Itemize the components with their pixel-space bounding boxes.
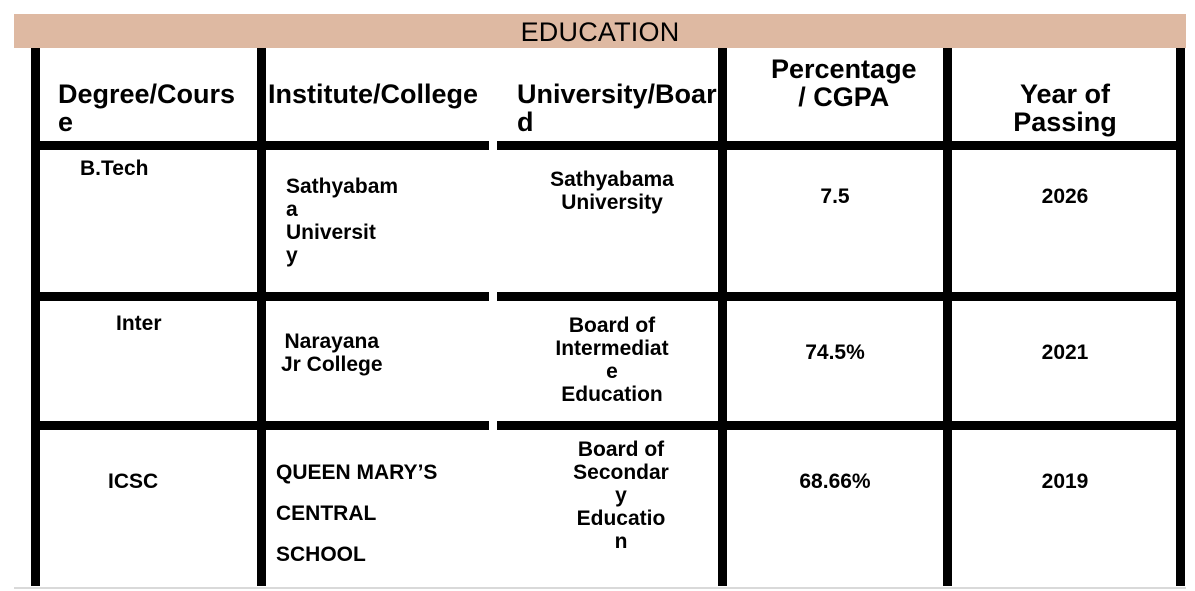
table-row-cell: 7.5 bbox=[795, 185, 875, 208]
header-percentage-cell: Percentage / CGPA bbox=[771, 55, 917, 111]
row-year: 2026 bbox=[1041, 185, 1089, 208]
row-degree: B.Tech bbox=[80, 157, 149, 180]
row-divider bbox=[727, 421, 943, 430]
header-year: Year of Passing bbox=[1013, 79, 1117, 137]
table-row-cell: 74.5% bbox=[785, 341, 885, 364]
row-divider bbox=[31, 292, 266, 301]
row-divider bbox=[31, 421, 266, 430]
section-banner: EDUCATION bbox=[14, 14, 1186, 48]
table-row-cell: Sathyabama University bbox=[537, 168, 687, 214]
column-divider bbox=[943, 48, 952, 586]
table-row-cell: Board of Intermediat e Education bbox=[537, 314, 687, 406]
row-percentage: 74.5% bbox=[805, 341, 865, 364]
header-institute-cell: Institute/College bbox=[268, 80, 478, 108]
row-divider bbox=[257, 421, 489, 430]
row-percentage: 68.66% bbox=[799, 470, 871, 493]
row-divider bbox=[727, 141, 943, 150]
table-row-cell: 2019 bbox=[1010, 470, 1120, 493]
row-university: Board of Intermediat e Education bbox=[555, 314, 669, 406]
row-divider bbox=[952, 141, 1185, 150]
table-row-cell: 68.66% bbox=[780, 470, 890, 493]
table-border-right bbox=[1176, 48, 1185, 586]
header-degree: Degree/Cours e bbox=[58, 79, 236, 137]
row-divider bbox=[952, 292, 1185, 301]
table-row-cell: Board of Secondar y Educatio n bbox=[566, 438, 676, 553]
row-year: 2021 bbox=[1041, 341, 1089, 364]
table-row-cell: QUEEN MARY’S CENTRAL SCHOOL bbox=[276, 461, 437, 566]
row-institute-line: CENTRAL bbox=[276, 502, 377, 525]
column-divider bbox=[257, 48, 266, 586]
table-row-cell: Inter bbox=[116, 312, 162, 335]
section-title: EDUCATION bbox=[520, 17, 680, 47]
row-university: Sathyabama University bbox=[550, 168, 674, 214]
table-row-cell: B.Tech bbox=[80, 157, 148, 180]
row-percentage: 7.5 bbox=[820, 185, 850, 208]
row-university: Board of Secondar y Educatio n bbox=[573, 438, 669, 553]
table-row-cell: Narayana Jr College bbox=[281, 330, 383, 376]
table-row-cell: Sathyabam a Universit y bbox=[286, 175, 398, 267]
row-divider bbox=[497, 292, 718, 301]
row-divider bbox=[257, 141, 489, 150]
row-degree: Inter bbox=[116, 312, 162, 335]
row-institute: Sathyabam a Universit y bbox=[286, 175, 399, 267]
bottom-divider bbox=[14, 587, 1186, 589]
row-institute-line: SCHOOL bbox=[276, 543, 366, 566]
table-row-cell: 2026 bbox=[1010, 185, 1120, 208]
row-divider bbox=[31, 141, 266, 150]
header-university-cell: University/Boar d bbox=[517, 80, 717, 136]
row-divider bbox=[497, 141, 718, 150]
row-divider bbox=[497, 421, 718, 430]
header-degree-cell: Degree/Cours e bbox=[58, 80, 235, 136]
header-university: University/Boar d bbox=[517, 79, 717, 137]
row-divider bbox=[727, 292, 943, 301]
table-row-cell: 2021 bbox=[1010, 341, 1120, 364]
row-degree: ICSC bbox=[108, 470, 159, 493]
table-border-left bbox=[31, 48, 40, 586]
row-divider bbox=[952, 421, 1185, 430]
row-divider bbox=[257, 292, 489, 301]
row-year: 2019 bbox=[1041, 470, 1089, 493]
header-percentage: Percentage / CGPA bbox=[771, 54, 917, 112]
column-divider bbox=[718, 48, 727, 586]
header-institute: Institute/College bbox=[268, 79, 479, 109]
header-year-cell: Year of Passing bbox=[995, 80, 1135, 136]
row-institute-line: QUEEN MARY’S bbox=[276, 461, 438, 484]
table-row-cell: ICSC bbox=[108, 470, 158, 493]
row-institute: Narayana Jr College bbox=[281, 330, 383, 376]
